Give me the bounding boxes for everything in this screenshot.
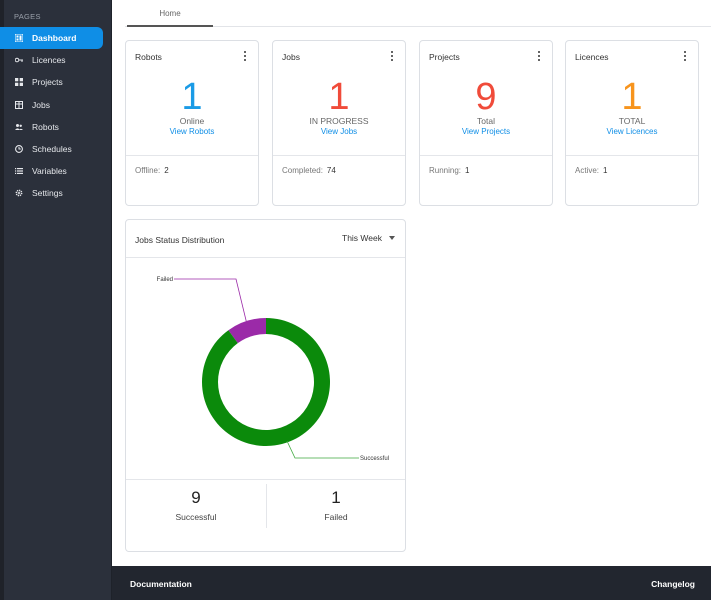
sidebar-item-label: Settings (32, 188, 63, 199)
view-projects-link[interactable]: View Projects (461, 127, 511, 136)
card-divider (126, 257, 405, 258)
sidebar-item-label: Schedules (32, 144, 72, 155)
sidebar-item-schedules[interactable]: Schedules (0, 138, 112, 160)
sidebar-item-licences[interactable]: Licences (0, 49, 112, 71)
sidebar-edge (0, 0, 4, 600)
card-title: Jobs (282, 52, 300, 62)
summary-value: 9 (191, 488, 201, 507)
successful-leader-line (286, 440, 359, 459)
sidebar-item-label: Projects (32, 77, 63, 88)
donut-slice-failed[interactable] (228, 318, 266, 344)
failed-summary: 1 Failed (266, 488, 406, 522)
footer-value: 2 (164, 166, 169, 175)
sidebar-item-jobs[interactable]: Jobs (0, 94, 112, 116)
gear-icon (15, 189, 23, 197)
card-title: Licences (575, 52, 609, 62)
sidebar-item-dashboard[interactable]: Dashboard (0, 27, 103, 50)
card-sublabel: Online (179, 116, 205, 126)
card-footer: Active: 1 (575, 166, 607, 175)
footer-label: Active: (575, 166, 600, 175)
successful-summary: 9 Successful (126, 488, 266, 522)
footer-label: Running: (429, 166, 462, 175)
card-title: Robots (135, 52, 162, 62)
card-sublabel: TOTAL (618, 116, 646, 126)
caret-down-icon (389, 236, 395, 240)
more-options-icon[interactable] (242, 51, 248, 63)
card-divider (273, 155, 405, 156)
sidebar-nav: Dashboard Licences Projects Jobs Robots (0, 27, 112, 205)
period-value: This Week (342, 233, 382, 243)
jobs-card: Jobs 1 IN PROGRESS View Jobs Completed: 7… (272, 40, 406, 206)
table-icon (15, 100, 23, 109)
card-value: 1 (328, 76, 350, 118)
card-divider (126, 155, 258, 156)
sidebar-item-label: Robots (32, 121, 59, 132)
sidebar-item-projects[interactable]: Projects (0, 71, 112, 93)
card-footer: Completed: 74 (282, 166, 336, 175)
sidebar: PAGES Dashboard Licences Projects Jobs (0, 0, 112, 600)
card-title: Projects (429, 52, 460, 62)
footer-value: 74 (326, 166, 336, 175)
grid-icon (15, 78, 23, 87)
more-options-icon[interactable] (682, 51, 688, 63)
card-divider (566, 155, 698, 156)
card-sublabel: Total (477, 116, 495, 126)
projects-card: Projects 9 Total View Projects Running: 1 (419, 40, 553, 206)
sidebar-item-label: Jobs (32, 99, 50, 110)
tab-bar: Home (125, 0, 711, 27)
view-licences-link[interactable]: View Licences (606, 127, 658, 136)
successful-label: Successful (360, 456, 389, 462)
card-value: 9 (475, 76, 497, 118)
tab-home[interactable]: Home (127, 0, 213, 27)
key-icon (15, 56, 23, 64)
more-options-icon[interactable] (536, 51, 542, 63)
card-value: 1 (621, 76, 643, 118)
more-options-icon[interactable] (389, 51, 395, 63)
summary-label: Successful (175, 512, 217, 522)
footer-value: 1 (465, 166, 470, 175)
period-dropdown[interactable]: This Week (342, 233, 395, 243)
summary-label: Failed (324, 512, 348, 522)
card-value: 1 (181, 76, 203, 118)
clock-icon (15, 145, 23, 153)
donut-slice-successful[interactable] (202, 318, 330, 446)
sidebar-item-settings[interactable]: Settings (0, 182, 112, 204)
distribution-title: Jobs Status Distribution (135, 235, 225, 245)
licences-card: Licences 1 TOTAL View Licences Active: 1 (565, 40, 699, 206)
sidebar-item-variables[interactable]: Variables (0, 160, 112, 182)
summary-value: 1 (331, 488, 341, 507)
column-divider (266, 484, 267, 528)
sidebar-section-label: PAGES (14, 12, 41, 21)
sidebar-item-label: Dashboard (32, 33, 77, 44)
footer-label: Offline: (135, 166, 161, 175)
documentation-link[interactable]: Documentation (130, 579, 192, 589)
dashboard-icon (15, 34, 23, 43)
view-robots-link[interactable]: View Robots (169, 127, 215, 136)
list-icon (15, 167, 23, 175)
card-footer: Running: 1 (429, 166, 469, 175)
footer-label: Completed: (282, 166, 323, 175)
card-divider (126, 479, 405, 480)
sidebar-item-label: Variables (32, 166, 67, 177)
card-footer: Offline: 2 (135, 166, 169, 175)
robots-card: Robots 1 Online View Robots Offline: 2 (125, 40, 259, 206)
failed-label: Failed (157, 277, 173, 283)
card-sublabel: IN PROGRESS (309, 116, 369, 126)
changelog-link[interactable]: Changelog (651, 579, 695, 589)
donut-chart: Failed Successful (157, 277, 389, 462)
card-divider (420, 155, 552, 156)
footer: Documentation Changelog (112, 566, 711, 600)
jobs-status-distribution-card: Jobs Status Distribution This Week Faile… (125, 219, 406, 552)
view-jobs-link[interactable]: View Jobs (320, 127, 358, 136)
sidebar-item-robots[interactable]: Robots (0, 116, 112, 138)
failed-leader-line (174, 278, 247, 322)
users-icon (15, 123, 23, 131)
sidebar-item-label: Licences (32, 55, 66, 66)
footer-value: 1 (603, 166, 608, 175)
